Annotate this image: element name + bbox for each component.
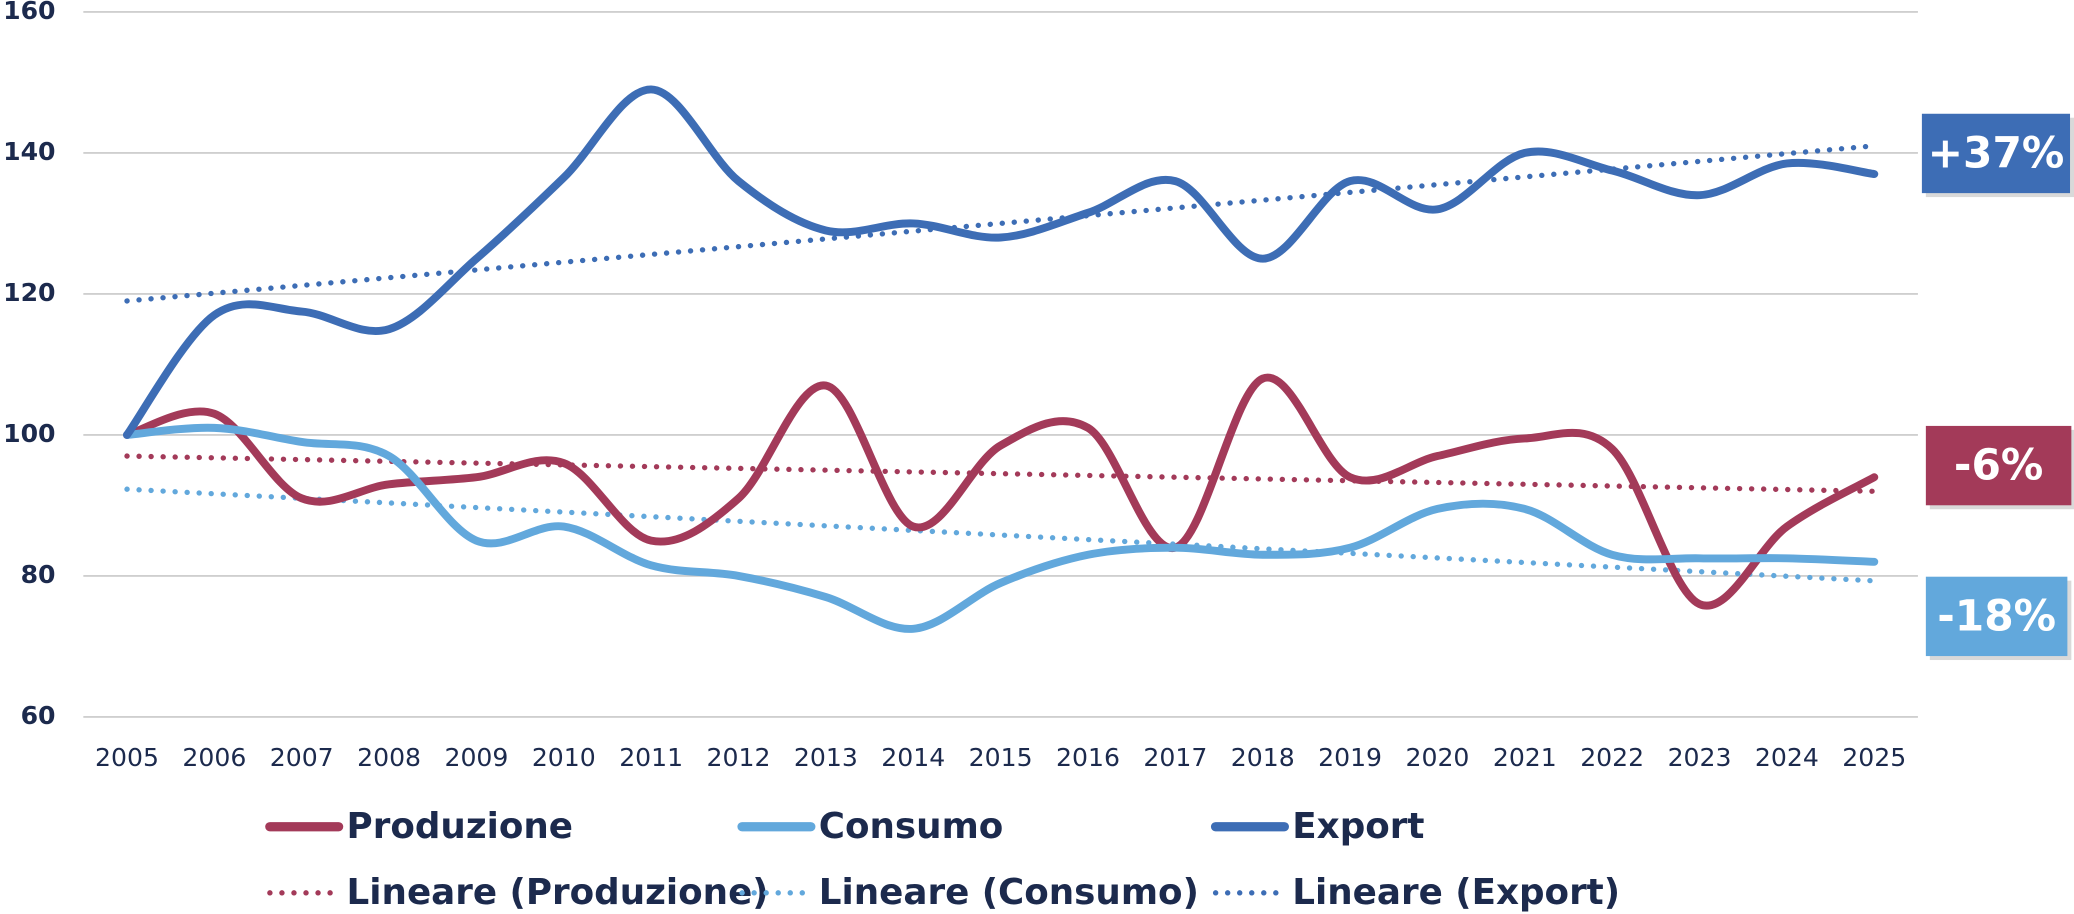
trend-line	[124, 486, 1877, 584]
annotation-label: -18%	[1937, 592, 2056, 641]
y-tick-label: 120	[3, 278, 55, 307]
series-line	[123, 373, 1879, 610]
trend-line	[124, 143, 1877, 304]
legend-label: Produzione	[347, 806, 573, 847]
y-tick-label: 140	[3, 137, 55, 166]
x-tick-label: 2016	[1056, 743, 1120, 772]
legend-label: Lineare (Produzione)	[347, 872, 769, 913]
legend-label: Consumo	[819, 806, 1004, 847]
x-tick-label: 2017	[1143, 743, 1207, 772]
annotation-box	[1921, 113, 2071, 194]
x-tick-label: 2008	[357, 743, 421, 772]
legend-label: Lineare (Export)	[1292, 872, 1620, 913]
y-tick-label: 160	[3, 0, 55, 25]
x-tick-label: 2006	[182, 743, 246, 772]
series-line	[123, 423, 1879, 633]
annotation-label: +37%	[1928, 129, 2065, 178]
x-tick-label: 2024	[1755, 743, 1819, 772]
y-tick-label: 60	[21, 701, 56, 730]
x-tick-label: 2012	[707, 743, 771, 772]
annotation-box	[1925, 576, 2068, 657]
x-tick-label: 2018	[1231, 743, 1295, 772]
x-tick-label: 2025	[1842, 743, 1906, 772]
legend-label: Export	[1292, 806, 1424, 847]
annotation-label: -6%	[1954, 441, 2043, 490]
trend-line	[124, 453, 1877, 494]
x-tick-label: 2022	[1580, 743, 1644, 772]
x-tick-label: 2013	[794, 743, 858, 772]
x-tick-label: 2015	[969, 743, 1033, 772]
y-tick-label: 100	[3, 419, 55, 448]
annotation-box	[1925, 425, 2072, 506]
x-tick-label: 2009	[444, 743, 508, 772]
x-tick-label: 2019	[1318, 743, 1382, 772]
y-tick-label: 80	[21, 560, 56, 589]
x-tick-label: 2021	[1493, 743, 1557, 772]
x-tick-label: 2020	[1405, 743, 1469, 772]
x-tick-label: 2005	[95, 743, 159, 772]
x-tick-label: 2010	[532, 743, 596, 772]
x-tick-label: 2014	[881, 743, 945, 772]
x-tick-label: 2011	[619, 743, 683, 772]
legend-label: Lineare (Consumo)	[819, 872, 1199, 913]
x-tick-label: 2023	[1668, 743, 1732, 772]
x-tick-label: 2007	[270, 743, 334, 772]
series-line	[123, 85, 1879, 439]
